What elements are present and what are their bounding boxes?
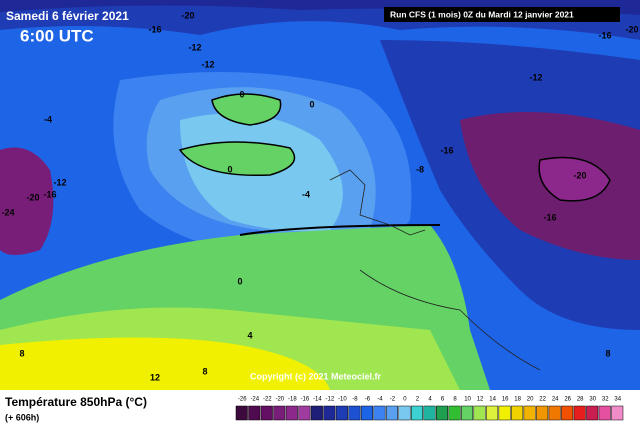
scale-label: -8	[352, 397, 358, 403]
scale-swatch	[461, 405, 474, 421]
scale-swatch	[536, 405, 549, 421]
contour-label: -12	[529, 72, 542, 82]
contour-label: -12	[188, 42, 201, 52]
scale-label: 28	[577, 397, 584, 403]
contour-label: -20	[26, 192, 39, 202]
map	[0, 0, 640, 390]
contour-label: 0	[309, 99, 314, 109]
scale-swatch	[611, 405, 624, 421]
contour-label: 12	[150, 372, 160, 382]
scale-swatch	[298, 405, 311, 421]
scale-swatch	[273, 405, 286, 421]
scale-swatch	[436, 405, 449, 421]
scale-label: -12	[326, 397, 335, 403]
contour-label: -4	[302, 189, 310, 199]
scale-swatch	[586, 405, 599, 421]
scale-swatch	[573, 405, 586, 421]
scale-label: 26	[564, 397, 571, 403]
scale-label: -16	[301, 397, 310, 403]
scale-label: 30	[589, 397, 596, 403]
scale-swatch	[448, 405, 461, 421]
contour-label: -4	[44, 114, 52, 124]
scale-label: 16	[502, 397, 509, 403]
contour-label: -16	[543, 212, 556, 222]
scale-swatch	[385, 405, 398, 421]
copyright: Copyright (c) 2021 Meteociel.fr	[250, 371, 382, 381]
contour-label: -12	[201, 59, 214, 69]
scale-label: 6	[441, 397, 445, 403]
scale-swatch	[348, 405, 361, 421]
scale-label: 24	[552, 397, 559, 403]
scale-swatch	[511, 405, 524, 421]
scale-swatch	[323, 405, 336, 421]
scale-label: 20	[527, 397, 534, 403]
contour-label: 8	[202, 366, 207, 376]
run: Run CFS (1 mois) 0Z du Mardi 12 janvier …	[390, 9, 574, 19]
scale-label: 10	[464, 397, 471, 403]
contour-label: 4	[247, 330, 252, 340]
contour-label: -16	[43, 189, 56, 199]
scale-swatch	[561, 405, 574, 421]
scale-label: -20	[275, 397, 284, 403]
contour-label: -8	[416, 164, 424, 174]
footer-title: Température 850hPa (°C)	[5, 395, 147, 409]
contour-label: -20	[181, 10, 194, 20]
scale-label: 4	[428, 397, 432, 403]
contour-label: -16	[440, 145, 453, 155]
color-scale: -26 -24 -22 -20 -18 -16 -14 -12 -10 -8 -6 -4 -2 0 2 4 6 8…	[235, 397, 624, 421]
contour-label: -12	[53, 177, 66, 187]
contour-label: -24	[1, 207, 14, 217]
scale-swatch	[498, 405, 511, 421]
scale-label: -4	[377, 397, 383, 403]
scale-swatch	[398, 405, 411, 421]
scale-swatch	[598, 405, 611, 421]
scale-swatch	[423, 405, 436, 421]
time: 6:00 UTC	[20, 26, 94, 45]
scale-swatch	[473, 405, 486, 421]
run-box	[384, 7, 620, 22]
scale-swatch	[360, 405, 373, 421]
contour-label: 0	[237, 276, 242, 286]
scale-label: 8	[453, 397, 457, 403]
scale-label: -24	[250, 397, 259, 403]
scale-label: 0	[403, 397, 407, 403]
scale-label: -14	[313, 397, 322, 403]
date: Samedi 6 février 2021	[6, 9, 129, 23]
scale-label: 14	[489, 397, 496, 403]
scale-swatch	[486, 405, 499, 421]
scale-label: 34	[614, 397, 621, 403]
scale-swatch	[410, 405, 423, 421]
contour-label: 8	[19, 348, 24, 358]
contour-label: 0	[239, 89, 244, 99]
scale-label: 12	[477, 397, 484, 403]
scale-swatch	[335, 405, 348, 421]
scale-label: 22	[539, 397, 546, 403]
contour-label: 0	[227, 164, 232, 174]
scale-label: -10	[338, 397, 347, 403]
scale-label: -6	[365, 397, 371, 403]
scale-label: 18	[514, 397, 521, 403]
contour-label: -16	[598, 30, 611, 40]
lead: (+ 606h)	[5, 412, 39, 422]
contour-label: -16	[148, 24, 161, 34]
scale-label: -26	[238, 397, 247, 403]
scale-swatch	[285, 405, 298, 421]
scale-swatch	[260, 405, 273, 421]
contour-label: 8	[605, 348, 610, 358]
scale-swatch	[310, 405, 323, 421]
scale-swatch	[235, 405, 248, 421]
scale-label: -22	[263, 397, 272, 403]
scale-label: -18	[288, 397, 297, 403]
contour-label: -20	[573, 170, 586, 180]
contour-label: -20	[625, 24, 638, 34]
scale-swatch	[548, 405, 561, 421]
scale-label: -2	[390, 397, 396, 403]
scale-swatch	[373, 405, 386, 421]
scale-label: 2	[416, 397, 420, 403]
scale-swatch	[248, 405, 261, 421]
scale-swatch	[523, 405, 536, 421]
scale-label: 32	[602, 397, 609, 403]
